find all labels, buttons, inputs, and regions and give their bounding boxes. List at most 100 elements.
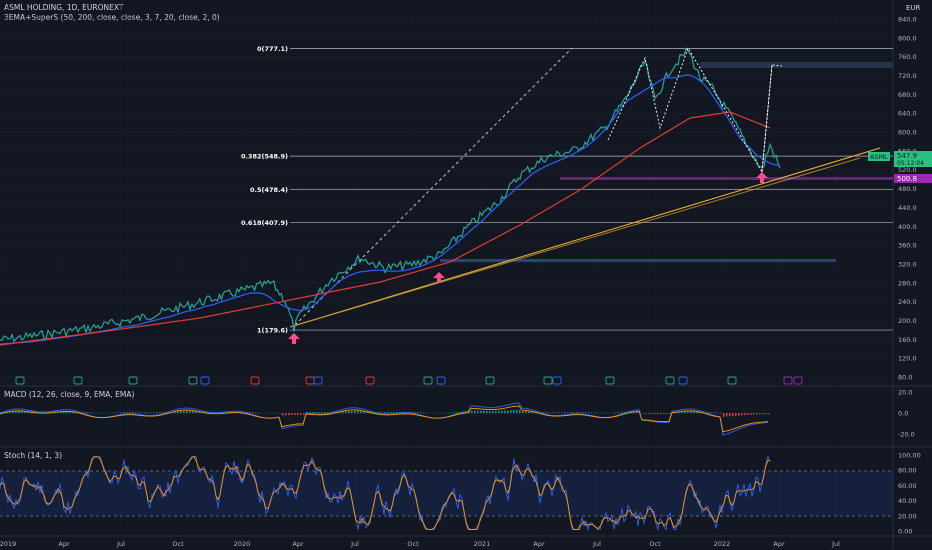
price-tick-label: 720.0 — [898, 72, 917, 80]
macd-bar — [414, 412, 416, 414]
stoch-title[interactable]: Stoch (14, 1, 3) — [4, 451, 62, 460]
macd-bar — [132, 412, 134, 414]
macd-bar — [744, 413, 746, 416]
macd-bar — [480, 410, 482, 414]
macd-bar — [747, 413, 749, 415]
macd-bar — [372, 411, 374, 414]
macd-bar — [360, 411, 362, 414]
macd-title[interactable]: MACD (12, 26, close, 9, EMA, EMA) — [4, 390, 134, 399]
macd-bar — [396, 412, 398, 414]
macd-bar — [27, 411, 29, 414]
resistance-zone[interactable] — [700, 62, 893, 68]
support-zone[interactable] — [440, 259, 836, 262]
event-marker-icon[interactable] — [485, 376, 495, 385]
price-tick-label: 480.0 — [898, 185, 917, 193]
macd-bar — [522, 410, 524, 414]
macd-bar — [144, 412, 146, 414]
macd-bar — [297, 413, 299, 415]
event-marker-icon[interactable] — [783, 376, 793, 385]
ema-slow-line[interactable] — [0, 111, 771, 346]
event-marker-icon[interactable] — [73, 376, 83, 385]
macd-bar — [420, 412, 422, 414]
price-tick-label: 200.0 — [898, 317, 917, 325]
indicator-legend[interactable]: 3EMA+SuperS (50, 200, close, close, 3, 7… — [4, 13, 220, 22]
event-marker-icon[interactable] — [365, 376, 375, 385]
event-marker-icon[interactable] — [250, 376, 260, 385]
macd-bar — [600, 412, 602, 414]
level-zone[interactable] — [560, 177, 893, 180]
event-marker-icon[interactable] — [605, 376, 615, 385]
event-marker-icon[interactable] — [543, 376, 553, 385]
price-series[interactable] — [0, 46, 781, 344]
time-tick-label: Jul — [592, 540, 601, 548]
macd-bar — [519, 409, 521, 414]
event-marker-icon[interactable] — [128, 376, 138, 385]
stoch-tick-label: 60.00 — [898, 482, 917, 490]
level-badge-text: 500.8 — [897, 175, 917, 183]
macd-bar — [762, 413, 764, 415]
stoch-band — [0, 471, 893, 516]
stoch-tick-label: 100.00 — [898, 452, 921, 460]
price-tick-label: 680.0 — [898, 91, 917, 99]
fibonacci-retracement[interactable]: 0(777.1) 0.382(548.9) 0.5(478.4) 0.618(407.… — [241, 45, 893, 335]
signal-line — [0, 405, 769, 433]
event-marker-icon[interactable] — [423, 376, 433, 385]
macd-bar — [147, 412, 149, 414]
macd-bar — [174, 411, 176, 414]
macd-bar — [552, 412, 554, 414]
macd-bar — [495, 410, 497, 414]
macd-bar — [726, 413, 728, 417]
macd-bar — [507, 410, 509, 414]
trendline-upper[interactable] — [289, 157, 861, 328]
trendline-lower[interactable] — [289, 147, 881, 328]
projection-line[interactable] — [294, 47, 573, 326]
macd-bar — [12, 411, 14, 414]
macd-bar — [393, 412, 395, 414]
event-marker-icon[interactable] — [727, 376, 737, 385]
zigzag-projection[interactable] — [607, 46, 773, 174]
macd-bar — [564, 412, 566, 414]
macd-bar — [120, 412, 122, 414]
event-marker-icon[interactable] — [188, 376, 198, 385]
event-marker-icon[interactable] — [436, 376, 446, 385]
time-tick-label: 2021 — [474, 540, 491, 548]
time-tick-label: Oct — [649, 540, 661, 548]
ema-fast-line[interactable] — [0, 74, 780, 345]
event-markers[interactable] — [15, 376, 803, 385]
macd-bar — [3, 411, 5, 414]
macd-bar — [504, 410, 506, 414]
stoch-tick-label: 80.00 — [898, 467, 917, 475]
macd-bar — [327, 412, 329, 414]
macd-bar — [249, 412, 251, 414]
fib-level-label: 0.382(548.9) — [241, 153, 288, 161]
macd-bar — [156, 412, 158, 414]
time-tick-label: Jul — [831, 540, 840, 548]
macd-bar — [96, 412, 98, 414]
macd-bar — [585, 412, 587, 414]
macd-bar — [732, 413, 734, 417]
macd-bar — [114, 412, 116, 414]
macd-tick-label: 0.0 — [898, 410, 908, 418]
event-marker-icon[interactable] — [678, 376, 688, 385]
price-tick-label: 320.0 — [898, 260, 917, 268]
macd-bar — [666, 413, 668, 415]
macd-tick-label: 20.0 — [898, 389, 912, 397]
event-marker-icon[interactable] — [305, 376, 315, 385]
event-marker-icon[interactable] — [552, 376, 562, 385]
event-marker-icon[interactable] — [200, 376, 210, 385]
macd-bar — [351, 410, 353, 414]
stoch-d-line — [0, 456, 771, 530]
event-marker-icon[interactable] — [15, 376, 25, 385]
event-marker-icon[interactable] — [665, 376, 675, 385]
macd-tick-label: -20.0 — [898, 431, 915, 439]
event-marker-icon[interactable] — [793, 376, 803, 385]
macd-bar — [153, 412, 155, 414]
event-marker-icon[interactable] — [313, 376, 323, 385]
arrow-up-icon — [756, 172, 768, 183]
macd-bar — [492, 410, 494, 414]
macd-bar — [363, 411, 365, 414]
price-axis[interactable]: 840.0800.0760.0720.0680.0640.0600.0560.0… — [898, 16, 917, 382]
fib-level-label: 0.5(478.4) — [250, 186, 288, 194]
time-axis[interactable]: 2019 Apr Jul Oct 2020 Apr Jul Oct 2021 Apr Jul Oct 2… — [0, 540, 840, 548]
